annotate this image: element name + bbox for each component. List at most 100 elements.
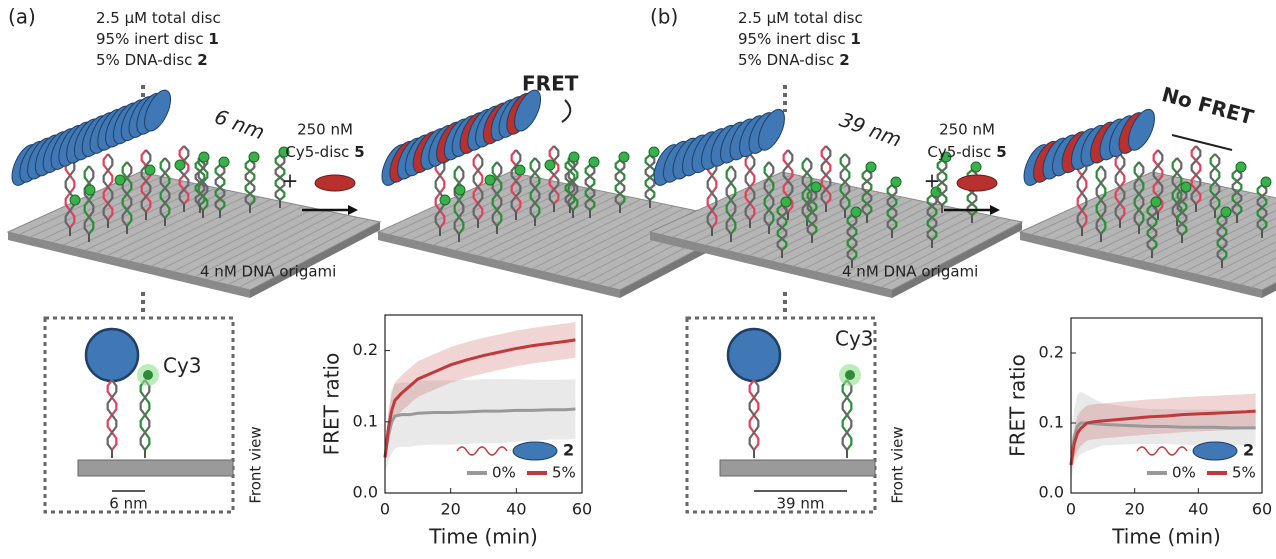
x-tick-label: 40 bbox=[1188, 500, 1208, 519]
front-view-label: Front view bbox=[889, 426, 907, 503]
cy3-dye bbox=[845, 370, 855, 380]
condition-text: 95% inert disc bbox=[738, 30, 850, 48]
plus: + bbox=[282, 169, 299, 193]
reagent-name-bold: 5 bbox=[354, 143, 364, 161]
dye-label: Cy3 bbox=[163, 354, 202, 378]
reagent-name: Cy5-disc 5 bbox=[927, 143, 1006, 161]
reagent-amount: 250 nM bbox=[297, 121, 353, 139]
origami-label: 4 nM DNA origami bbox=[842, 263, 978, 281]
result: FRET bbox=[522, 72, 579, 96]
cy3-dye bbox=[143, 370, 153, 380]
cy3-dye bbox=[145, 165, 155, 175]
cy3-dye bbox=[569, 152, 579, 162]
front-view-box bbox=[45, 318, 233, 512]
cy3-dye bbox=[515, 165, 525, 175]
arrow-head bbox=[990, 205, 1000, 215]
legend-dna-icon bbox=[1137, 447, 1187, 455]
y-tick-label: 0.1 bbox=[353, 411, 378, 430]
front-spacing-label: 6 nm bbox=[109, 495, 147, 513]
legend-disc-icon bbox=[513, 442, 557, 460]
condition-text: 95% inert disc bbox=[96, 30, 208, 48]
cy3-dye bbox=[455, 185, 465, 195]
condition-text: 2.5 µM total disc bbox=[738, 9, 863, 27]
arrow-head bbox=[348, 205, 358, 215]
y-axis-label: FRET ratio bbox=[320, 353, 344, 456]
condition: 95% inert disc 1 bbox=[738, 30, 861, 48]
condition-text: 5% DNA-disc bbox=[96, 51, 197, 69]
y-tick-label: 0.0 bbox=[353, 483, 378, 502]
y-tick-label: 0.1 bbox=[1039, 413, 1064, 432]
x-tick-label: 0 bbox=[380, 500, 390, 519]
condition: 95% inert disc 1 bbox=[96, 30, 219, 48]
cy3-dye bbox=[219, 157, 229, 167]
x-tick-label: 20 bbox=[1124, 500, 1144, 519]
x-tick-label: 0 bbox=[1066, 500, 1076, 519]
panel: (a) 2.5 µM total disc 95% inert disc 1 5% D… bbox=[7, 5, 750, 513]
x-tick-label: 40 bbox=[506, 500, 526, 519]
dye-label: Cy3 bbox=[835, 327, 874, 351]
cy3-dye bbox=[589, 157, 599, 167]
x-tick-label: 60 bbox=[1252, 500, 1272, 519]
y-tick-label: 0.0 bbox=[1039, 483, 1064, 502]
cy3-dye bbox=[249, 152, 259, 162]
legend-dna-icon bbox=[457, 447, 507, 455]
panel-label: (b) bbox=[650, 5, 678, 29]
condition-bold: 1 bbox=[208, 30, 218, 48]
x-axis-label: Time (min) bbox=[1111, 525, 1221, 549]
condition: 2.5 µM total disc bbox=[96, 9, 221, 27]
cy3-dye bbox=[851, 207, 861, 217]
helix-strand bbox=[843, 380, 852, 450]
cy3-dye bbox=[649, 147, 659, 157]
condition-text: 5% DNA-disc bbox=[738, 51, 839, 69]
cy3-dye bbox=[440, 195, 450, 205]
spacing-label: 6 nm bbox=[211, 104, 267, 144]
cy3-dye bbox=[199, 152, 209, 162]
cy3-dye bbox=[1181, 182, 1191, 192]
legend-title: 2 bbox=[1243, 441, 1254, 460]
helix-strand bbox=[646, 155, 655, 200]
helix-strand bbox=[108, 380, 117, 450]
condition-bold: 2 bbox=[197, 51, 207, 69]
front-spacing-label: 39 nm bbox=[777, 495, 825, 513]
plus: + bbox=[924, 169, 941, 193]
reagent-amount: 250 nM bbox=[939, 121, 995, 139]
legend-disc-icon bbox=[1193, 442, 1237, 460]
cy3-dye bbox=[781, 197, 791, 207]
cy3-dye bbox=[1236, 162, 1246, 172]
spacing-label: 39 nm bbox=[836, 107, 904, 151]
result-arrow bbox=[562, 100, 570, 122]
condition-bold: 1 bbox=[850, 30, 860, 48]
y-tick-label: 0.2 bbox=[1039, 343, 1064, 362]
origami-front bbox=[78, 460, 233, 476]
cy3-dye bbox=[70, 195, 80, 205]
chart: 0.00.10.20204060Time (min)FRET ratio20%5… bbox=[320, 315, 593, 549]
cy5-disc-icon bbox=[315, 175, 355, 191]
x-tick-label: 20 bbox=[440, 500, 460, 519]
result-arrow bbox=[1172, 135, 1232, 150]
panel-label: (a) bbox=[8, 5, 36, 29]
reagent-name-text: Cy5-disc bbox=[285, 143, 354, 161]
disc-front bbox=[728, 329, 780, 381]
reagent-name-bold: 5 bbox=[996, 143, 1006, 161]
legend-label: 5% bbox=[1232, 464, 1256, 482]
cy3-dye bbox=[175, 160, 185, 170]
helix-strand bbox=[750, 380, 759, 450]
cy3-dye bbox=[811, 182, 821, 192]
cy3-dye bbox=[619, 152, 629, 162]
cy3-dye bbox=[545, 160, 555, 170]
reagent-name: Cy5-disc 5 bbox=[285, 143, 364, 161]
legend-title: 2 bbox=[563, 441, 574, 460]
helix-strand bbox=[141, 380, 150, 450]
origami-front bbox=[720, 460, 875, 476]
cy3-dye bbox=[1261, 177, 1271, 187]
cy3-dye bbox=[1151, 197, 1161, 207]
cy3-dye bbox=[971, 162, 981, 172]
condition-text: 2.5 µM total disc bbox=[96, 9, 221, 27]
figure: (a) 2.5 µM total disc 95% inert disc 1 5% D… bbox=[0, 0, 1276, 555]
front-view-label: Front view bbox=[247, 426, 265, 503]
cy5-disc-icon bbox=[957, 175, 997, 191]
legend-label: 0% bbox=[1172, 464, 1196, 482]
cy3-dye bbox=[85, 185, 95, 195]
cy3-dye bbox=[866, 162, 876, 172]
